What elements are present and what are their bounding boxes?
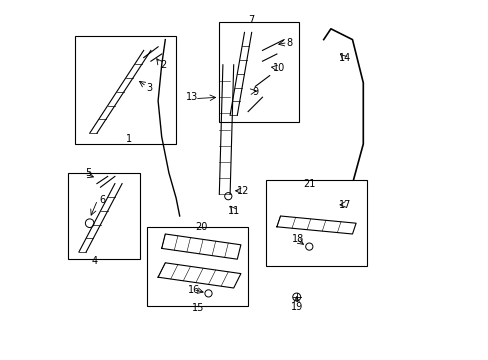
Text: 18: 18 <box>292 234 304 244</box>
FancyBboxPatch shape <box>68 173 140 259</box>
Text: 10: 10 <box>272 63 284 73</box>
Text: 13: 13 <box>186 92 198 102</box>
Text: 2: 2 <box>160 60 166 70</box>
FancyBboxPatch shape <box>265 180 366 266</box>
FancyBboxPatch shape <box>147 227 247 306</box>
Text: 6: 6 <box>99 195 105 205</box>
Text: 15: 15 <box>191 303 203 313</box>
Text: 14: 14 <box>339 53 351 63</box>
Text: 9: 9 <box>252 87 258 97</box>
Text: 12: 12 <box>236 186 248 196</box>
Text: 19: 19 <box>290 302 302 312</box>
Text: 16: 16 <box>187 285 200 295</box>
Text: 5: 5 <box>84 168 91 178</box>
FancyBboxPatch shape <box>75 36 176 144</box>
Text: 11: 11 <box>227 206 239 216</box>
Text: 20: 20 <box>195 222 207 232</box>
Text: 4: 4 <box>92 256 98 266</box>
Text: 1: 1 <box>126 134 132 144</box>
Text: 17: 17 <box>338 200 351 210</box>
Text: 3: 3 <box>146 83 152 93</box>
Text: 8: 8 <box>286 38 292 48</box>
FancyBboxPatch shape <box>219 22 298 122</box>
Text: 21: 21 <box>303 179 315 189</box>
Text: 7: 7 <box>248 15 254 25</box>
